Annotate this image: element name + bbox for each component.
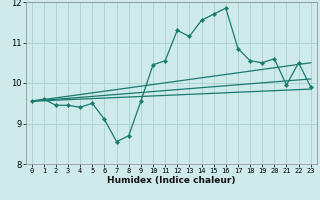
- X-axis label: Humidex (Indice chaleur): Humidex (Indice chaleur): [107, 176, 236, 185]
